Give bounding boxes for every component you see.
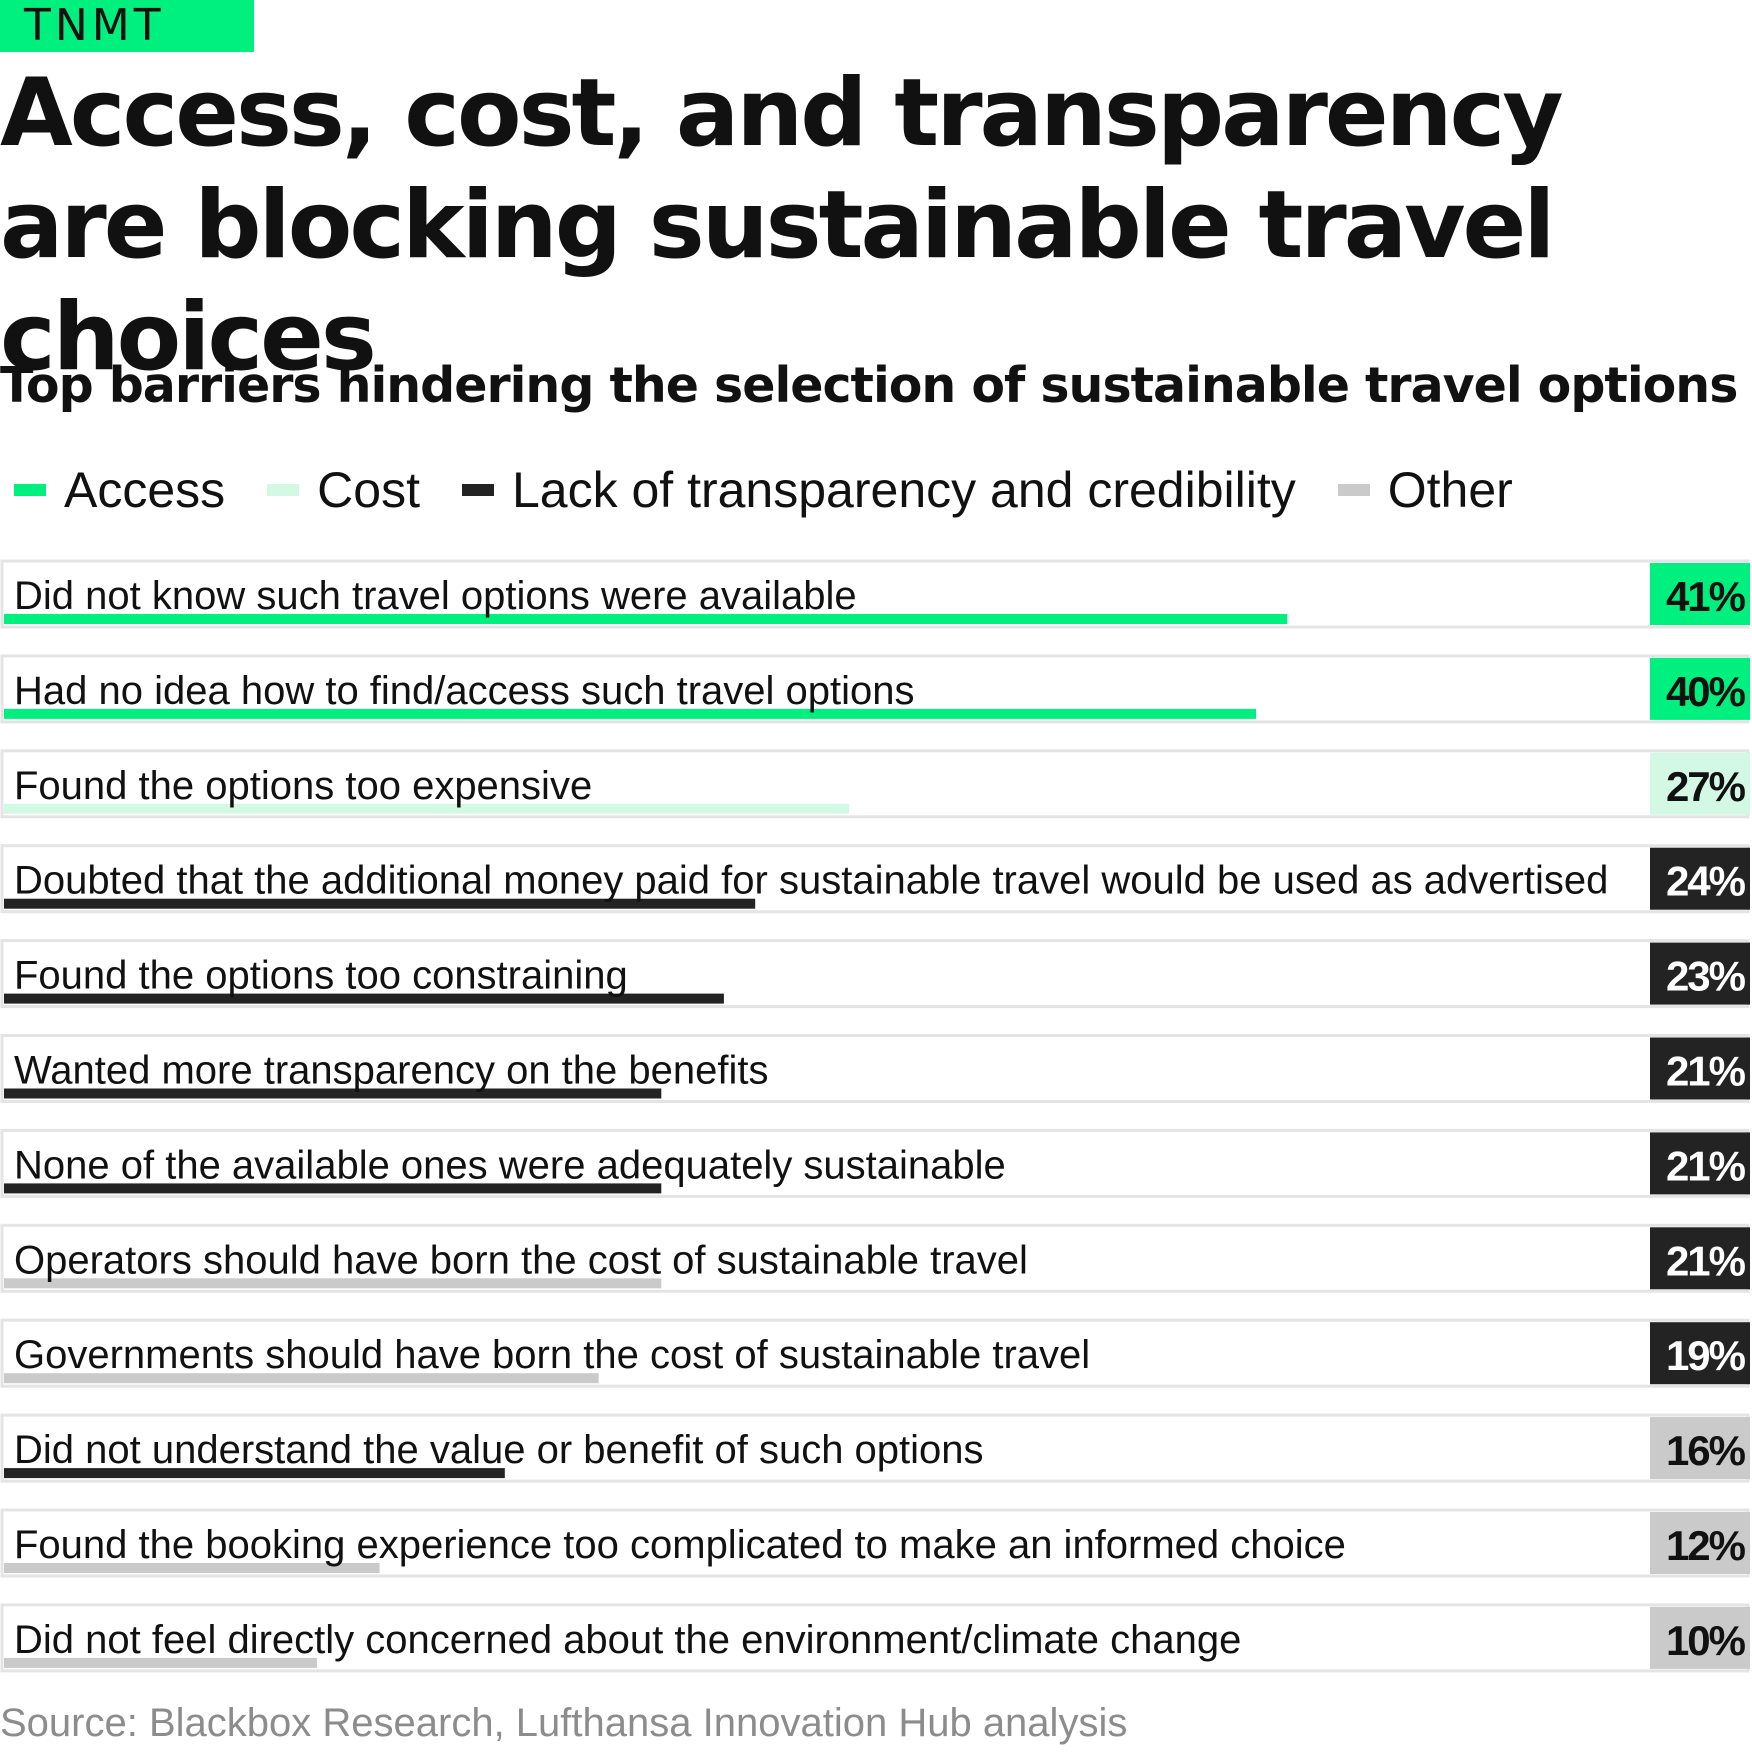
- bar: [4, 1088, 662, 1099]
- value-label: 24%: [1666, 858, 1746, 905]
- row-label: Did not understand the value or benefit …: [14, 1428, 984, 1472]
- legend-label: Access: [64, 462, 226, 518]
- brand-logo: TNMT: [0, 0, 254, 52]
- row-label: Governments should have born the cost of…: [14, 1333, 1090, 1377]
- chart-row: Operators should have born the cost of s…: [0, 1223, 1750, 1293]
- legend-label: Cost: [317, 462, 420, 518]
- row-label: Operators should have born the cost of s…: [14, 1238, 1028, 1282]
- bar: [4, 1563, 380, 1573]
- legend-item: Other: [1337, 460, 1513, 520]
- legend-item: Cost: [267, 460, 420, 520]
- brand-logo-text: TNMT: [24, 0, 165, 51]
- value-label: 12%: [1666, 1522, 1746, 1569]
- bar: [4, 1278, 662, 1289]
- row-label: Found the options too constraining: [14, 954, 628, 998]
- value-label: 21%: [1666, 1048, 1746, 1095]
- legend-swatch: [267, 484, 300, 496]
- chart-legend: Access Cost Lack of transparency and credi…: [14, 460, 1555, 520]
- bar: [4, 1183, 662, 1194]
- value-badge: [1650, 752, 1750, 815]
- value-badge: [1650, 847, 1750, 910]
- row-label: Doubted that the additional money paid f…: [14, 859, 1608, 903]
- chart-row: Had no idea how to find/access such trav…: [0, 654, 1750, 724]
- chart-row: Found the options too constraining 23%: [0, 939, 1750, 1009]
- value-label: 40%: [1666, 668, 1746, 715]
- page-title: Access, cost, and transparency are block…: [0, 59, 1564, 392]
- value-badge: [1650, 1132, 1750, 1195]
- value-label: 27%: [1666, 763, 1746, 810]
- legend-label: Other: [1387, 462, 1513, 518]
- bar: [4, 708, 1256, 719]
- value-badge: [1650, 1606, 1750, 1669]
- value-label: 21%: [1666, 1142, 1746, 1189]
- value-badge: [1650, 942, 1750, 1005]
- value-label: 10%: [1666, 1617, 1746, 1664]
- source-note: Source: Blackbox Research, Lufthansa Inn…: [0, 1701, 1128, 1745]
- chart-row: Wanted more transparency on the benefits…: [0, 1034, 1750, 1103]
- bar: [4, 614, 1288, 624]
- bar: [4, 803, 850, 814]
- value-label: 23%: [1666, 953, 1746, 1000]
- value-label: 41%: [1666, 573, 1746, 620]
- value-label: 21%: [1666, 1237, 1746, 1284]
- bar: [4, 1657, 317, 1668]
- chart-title: Top barriers hindering the selection of …: [0, 357, 1738, 414]
- row-label: Did not feel directly concerned about th…: [14, 1618, 1241, 1662]
- value-badge: [1650, 1417, 1750, 1480]
- bar: [4, 1468, 505, 1479]
- chart-row: Governments should have born the cost of…: [0, 1318, 1750, 1388]
- legend-item: Access: [14, 460, 225, 520]
- chart-row: Did not feel directly concerned about th…: [0, 1603, 1750, 1673]
- chart-row: Found the options too expensive 27%: [0, 749, 1750, 819]
- bar: [4, 993, 724, 1004]
- bar-chart: Did not know such travel options were av…: [0, 559, 1750, 1673]
- legend-swatch: [14, 484, 46, 496]
- chart-row: None of the available ones were adequate…: [0, 1128, 1750, 1198]
- row-frame: [0, 1034, 1750, 1103]
- chart-row: Did not know such travel options were av…: [0, 559, 1750, 629]
- value-badge: [1650, 1227, 1750, 1290]
- row-label: Found the booking experience too complic…: [14, 1523, 1346, 1567]
- chart-row: Doubted that the additional money paid f…: [0, 844, 1750, 914]
- value-label: 16%: [1666, 1427, 1746, 1474]
- value-badge: [1650, 1037, 1750, 1100]
- chart-row: Found the booking experience too complic…: [0, 1508, 1750, 1578]
- bar: [4, 1373, 599, 1384]
- legend-swatch: [1337, 484, 1370, 496]
- value-badge: [1650, 563, 1750, 625]
- row-label: Found the options too expensive: [14, 764, 592, 808]
- legend-label: Lack of transparency and credibility: [511, 462, 1296, 518]
- row-label: Had no idea how to find/access such trav…: [14, 669, 915, 713]
- row-label: Wanted more transparency on the benefits: [14, 1049, 769, 1093]
- value-badge: [1650, 1512, 1750, 1574]
- row-label: None of the available ones were adequate…: [14, 1143, 1006, 1187]
- legend-item: Lack of transparency and credibility: [461, 460, 1296, 520]
- legend-swatch: [461, 484, 494, 496]
- value-badge: [1650, 1322, 1750, 1385]
- chart-row: Did not understand the value or benefit …: [0, 1413, 1750, 1483]
- row-label: Did not know such travel options were av…: [14, 574, 857, 618]
- value-label: 19%: [1666, 1332, 1746, 1379]
- value-badge: [1650, 657, 1750, 720]
- bar: [4, 898, 756, 909]
